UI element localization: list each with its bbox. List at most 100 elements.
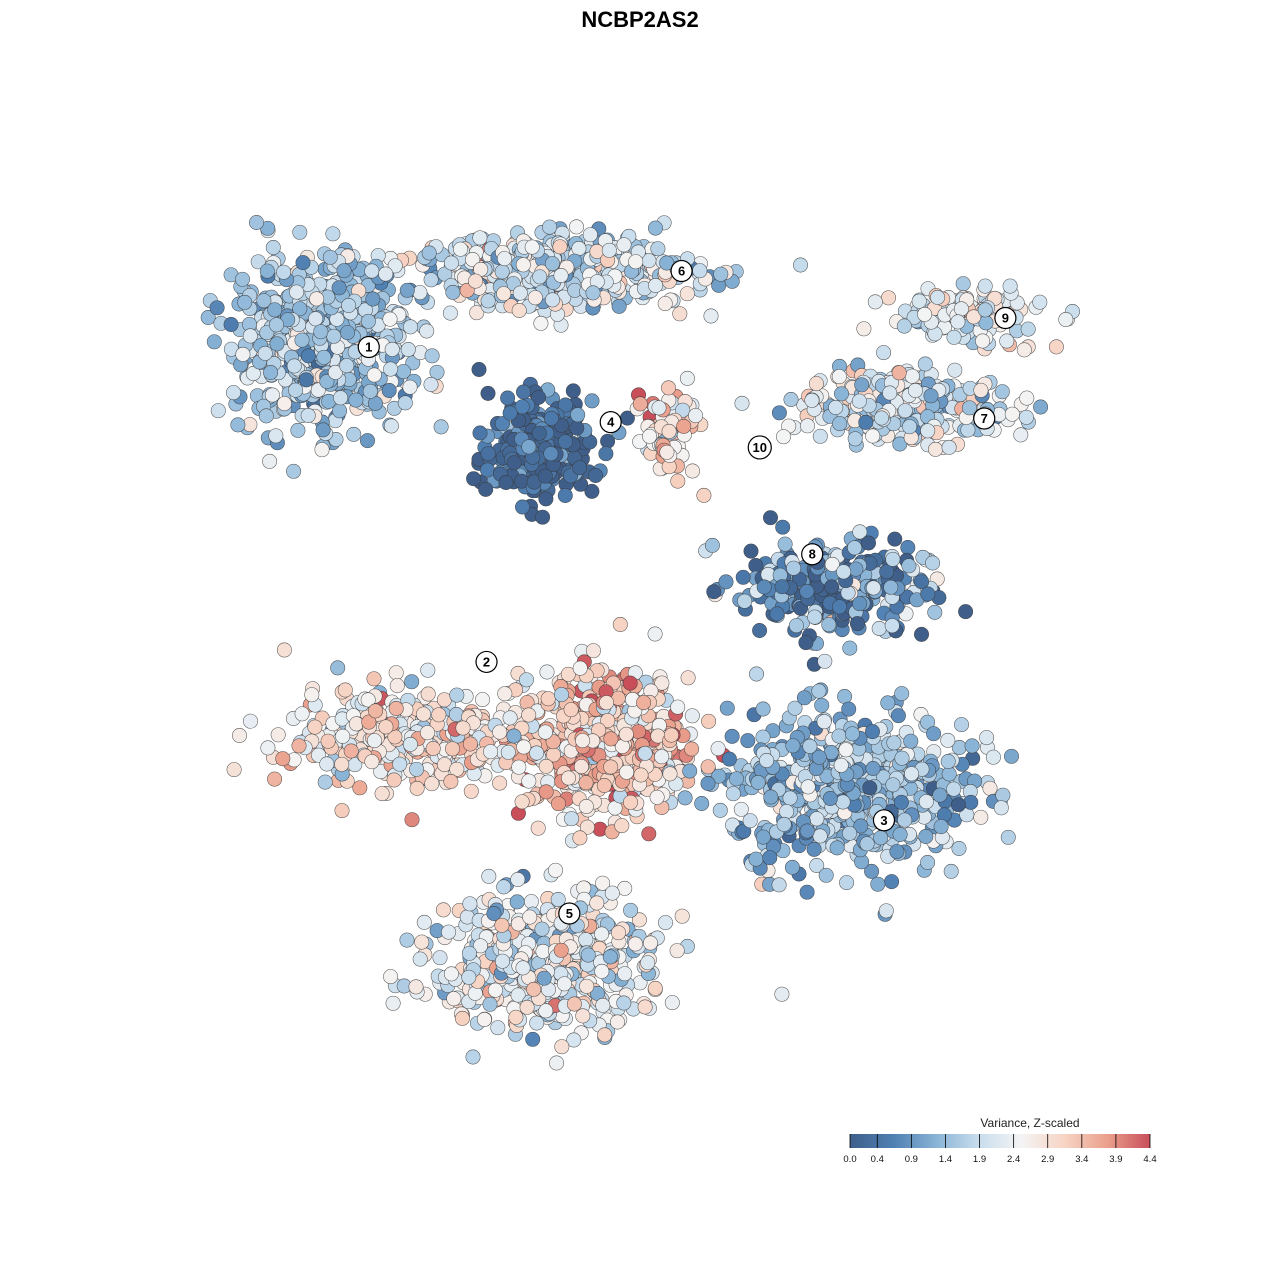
cell-point bbox=[604, 885, 620, 901]
cell-point bbox=[544, 256, 560, 272]
cell-point bbox=[598, 446, 614, 462]
cell-point bbox=[260, 740, 276, 756]
cell-point bbox=[603, 731, 619, 747]
cell-point bbox=[851, 393, 867, 409]
cell-point bbox=[511, 303, 527, 318]
cell-point bbox=[883, 579, 899, 595]
cell-point bbox=[777, 536, 793, 552]
cell-point bbox=[684, 741, 700, 757]
cell-point bbox=[521, 439, 537, 455]
cell-point bbox=[701, 713, 717, 729]
cell-point bbox=[833, 757, 849, 773]
cell-point bbox=[242, 328, 258, 344]
cell-point bbox=[498, 475, 514, 490]
cell-point bbox=[232, 728, 247, 743]
cell-point bbox=[360, 433, 375, 449]
cell-point bbox=[914, 626, 929, 642]
cell-point bbox=[618, 726, 634, 742]
cell-point bbox=[724, 728, 740, 744]
cell-point bbox=[472, 230, 488, 246]
cell-point bbox=[578, 775, 594, 791]
cell-point bbox=[522, 909, 538, 925]
cell-point bbox=[672, 306, 688, 322]
cell-point bbox=[545, 292, 560, 308]
cell-point bbox=[798, 635, 814, 651]
cell-point bbox=[982, 780, 998, 796]
cell-point bbox=[603, 759, 619, 775]
cell-point bbox=[663, 727, 679, 743]
cell-point bbox=[954, 717, 969, 733]
cell-point bbox=[955, 276, 971, 292]
cell-point bbox=[979, 730, 995, 746]
cell-point bbox=[249, 215, 264, 230]
cell-point bbox=[975, 333, 991, 349]
cell-point bbox=[455, 720, 471, 736]
cell-point bbox=[402, 379, 418, 395]
cell-point bbox=[887, 531, 903, 547]
cell-point bbox=[531, 425, 547, 441]
cell-point bbox=[243, 713, 258, 729]
cell-point bbox=[366, 367, 382, 383]
cell-point bbox=[453, 241, 468, 257]
cell-point bbox=[461, 969, 477, 985]
cell-point bbox=[506, 455, 522, 471]
cell-point bbox=[784, 859, 800, 875]
cell-point bbox=[468, 273, 483, 289]
cell-point bbox=[926, 726, 942, 742]
cell-point bbox=[584, 483, 600, 499]
cell-point bbox=[762, 850, 778, 866]
cell-point bbox=[307, 719, 323, 735]
cell-point bbox=[831, 369, 847, 385]
cell-point bbox=[512, 285, 528, 301]
cell-point bbox=[670, 473, 686, 489]
cell-point bbox=[950, 314, 966, 330]
cell-point bbox=[964, 738, 980, 754]
cell-point bbox=[627, 936, 643, 952]
cell-point bbox=[566, 996, 582, 1012]
cell-point bbox=[431, 707, 447, 723]
cell-point bbox=[700, 759, 716, 775]
cell-point bbox=[392, 756, 408, 772]
cell-point bbox=[516, 384, 531, 400]
cell-point bbox=[670, 699, 686, 715]
cell-point bbox=[569, 219, 584, 235]
cell-point bbox=[530, 820, 546, 836]
cell-point bbox=[339, 358, 355, 374]
cell-point bbox=[533, 315, 549, 331]
cell-point bbox=[454, 1010, 470, 1026]
cluster-label-text: 3 bbox=[880, 813, 887, 828]
cell-point bbox=[471, 362, 487, 377]
cell-point bbox=[309, 291, 325, 307]
cell-point bbox=[973, 809, 989, 825]
cell-point bbox=[539, 664, 555, 680]
cell-point bbox=[554, 687, 569, 703]
cell-point bbox=[200, 310, 216, 325]
cell-point bbox=[314, 442, 330, 458]
cell-point bbox=[529, 1015, 545, 1031]
cell-point bbox=[864, 863, 880, 879]
cell-point bbox=[662, 766, 678, 782]
cell-point bbox=[852, 524, 868, 540]
cell-point bbox=[481, 868, 497, 884]
cell-point bbox=[960, 422, 976, 438]
cell-point bbox=[631, 912, 647, 928]
cell-point bbox=[800, 418, 815, 434]
cell-point bbox=[886, 735, 902, 751]
cell-point bbox=[348, 716, 364, 732]
cell-point bbox=[1020, 321, 1036, 337]
cell-point bbox=[332, 403, 348, 419]
cell-point bbox=[443, 774, 459, 789]
cell-point bbox=[537, 468, 553, 484]
cluster-label-text: 1 bbox=[365, 339, 372, 354]
cell-point bbox=[633, 767, 649, 783]
cell-point bbox=[793, 257, 808, 273]
cell-point bbox=[637, 745, 653, 761]
cell-point bbox=[951, 841, 967, 856]
cell-point bbox=[911, 293, 927, 309]
cell-point bbox=[331, 280, 347, 296]
cell-point bbox=[316, 349, 332, 365]
cell-point bbox=[534, 921, 550, 937]
cell-point bbox=[319, 756, 335, 772]
cell-point bbox=[497, 686, 513, 702]
cell-point bbox=[487, 982, 503, 998]
